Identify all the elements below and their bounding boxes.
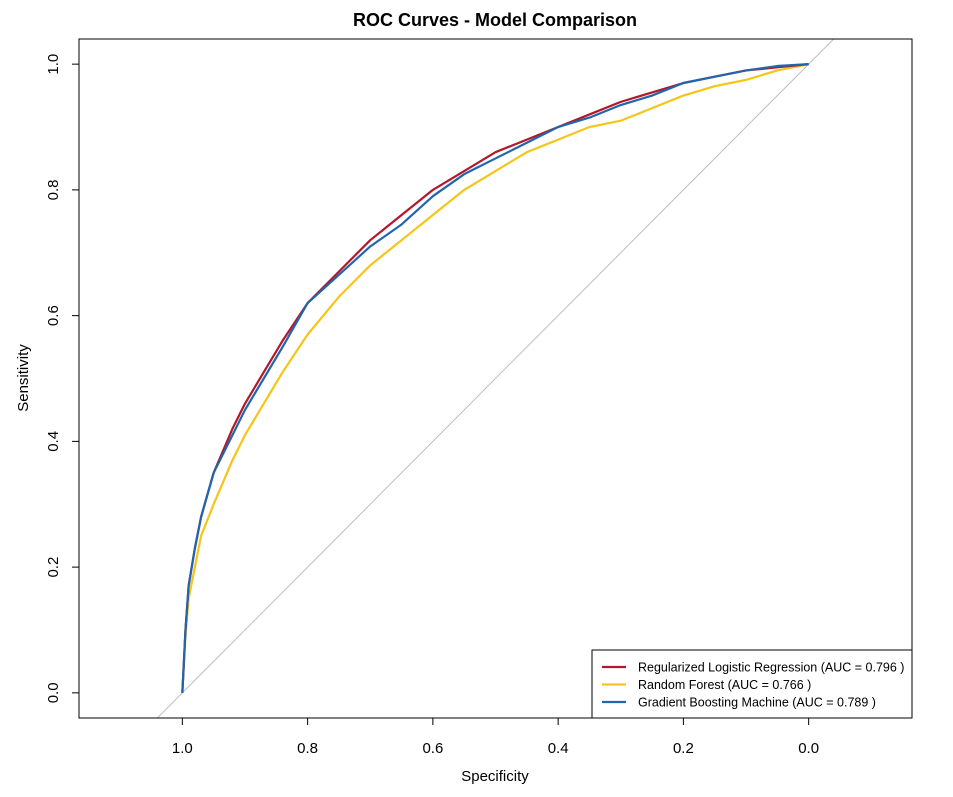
x-axis-label: Specificity — [461, 768, 529, 785]
legend-entry-0: Regularized Logistic Regression (AUC = 0… — [638, 661, 904, 675]
x-tick-label: 0.6 — [422, 740, 443, 757]
plot-area — [156, 39, 835, 718]
chart-title: ROC Curves - Model Comparison — [353, 10, 637, 30]
legend-box — [591, 649, 913, 719]
y-tick-label: 0.4 — [45, 431, 62, 452]
roc-line-1 — [181, 63, 809, 693]
legend: Regularized Logistic Regression (AUC = 0… — [591, 649, 913, 719]
x-tick-label: 0.8 — [297, 740, 318, 757]
legend-entry-1: Random Forest (AUC = 0.766 ) — [638, 678, 811, 692]
y-tick-label: 0.2 — [45, 557, 62, 578]
y-tick-label: 1.0 — [45, 54, 62, 75]
x-tick-label: 0.2 — [673, 740, 694, 757]
y-tick-label: 0.0 — [45, 682, 62, 703]
x-tick-label: 0.0 — [798, 740, 819, 757]
y-axis: 0.0 0.2 0.4 0.6 0.8 1.0 — [45, 54, 80, 703]
reference-line — [156, 39, 835, 718]
y-tick-label: 0.8 — [45, 179, 62, 200]
y-tick-label: 0.6 — [45, 305, 62, 326]
roc-line-2 — [181, 63, 809, 693]
y-axis-label: Sensitivity — [15, 344, 32, 412]
x-tick-label: 0.4 — [548, 740, 569, 757]
x-axis: 1.0 0.8 0.6 0.4 0.2 0.0 — [172, 717, 819, 757]
legend-entry-2: Gradient Boosting Machine (AUC = 0.789 ) — [638, 696, 876, 710]
x-tick-label: 1.0 — [172, 740, 193, 757]
